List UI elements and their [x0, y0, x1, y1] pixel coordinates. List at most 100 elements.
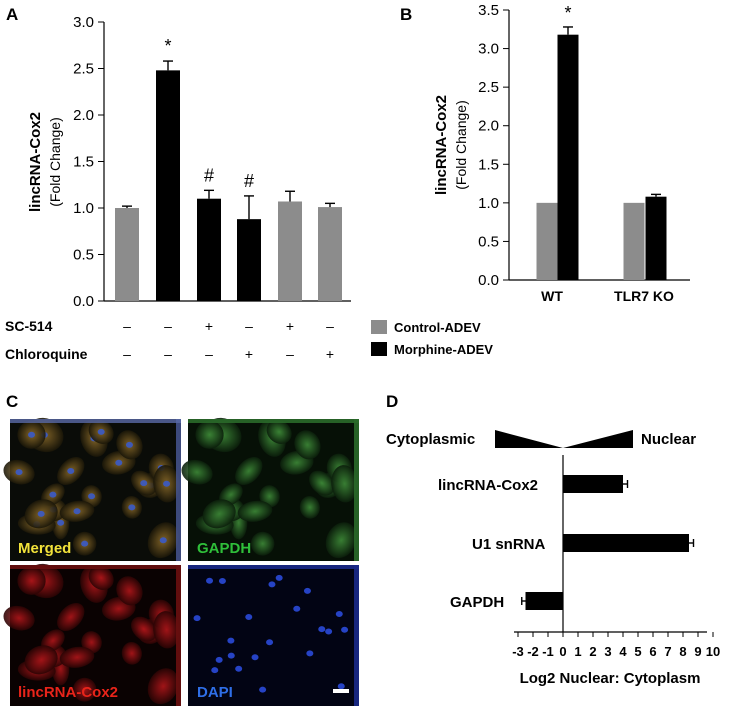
chart-d-xtick-label: 10 — [706, 644, 720, 659]
chart-d-xtick-label: 0 — [559, 644, 566, 659]
chart-a-significance-mark: * — [164, 36, 171, 56]
chart-d-category-lincrna: lincRNA-Cox2 — [438, 477, 538, 494]
nuclear-wedge — [563, 430, 633, 448]
chart-d-xtick-label: 4 — [619, 644, 627, 659]
legend-swatch-control — [371, 320, 387, 334]
condition-sign: – — [205, 346, 213, 362]
scale-bar — [333, 689, 349, 693]
condition-sign: – — [286, 346, 294, 362]
condition-label-sc514: SC-514 — [5, 318, 53, 334]
micro-label-gapdh: GAPDH — [197, 540, 251, 557]
chart-d-xtick-label: -1 — [542, 644, 554, 659]
chart-a-bar — [278, 201, 302, 301]
chart-b-ytick-label: 1.5 — [478, 156, 499, 173]
chart-b-category-wt: WT — [541, 288, 563, 304]
micro-label-merged: Merged — [18, 540, 71, 557]
panel-letter-b: B — [400, 5, 412, 24]
chart-a-bars: * # # — [115, 36, 342, 301]
chart-b-bar — [623, 202, 645, 280]
chart-b-ylabel-sub: (Fold Change) — [453, 100, 469, 190]
panel-letter-a: A — [6, 5, 18, 24]
chart-d: Cytoplasmic Nuclear -3 -2 -1 0 1 2 3 4 5 6 7 8 9 10 l… — [386, 430, 720, 687]
condition-label-chloroquine: Chloroquine — [5, 346, 88, 362]
treatment-condition-table: SC-514 Chloroquine – – + – + – – – – + – + — [5, 318, 334, 362]
chart-b-ytick-label: 2.0 — [478, 118, 499, 135]
chart-a-bar — [237, 219, 261, 301]
chart-d-bar — [563, 534, 689, 552]
legend: Control-ADEV Morphine-ADEV — [371, 320, 493, 357]
chart-b-bars: * — [536, 3, 667, 280]
chart-d-left-label: Cytoplasmic — [386, 431, 475, 448]
chart-a-ytick-label: 2.5 — [73, 61, 94, 78]
chart-b-ytick-label: 0.5 — [478, 233, 499, 250]
microscopy-panel: Merged GAPDH lincRNA-Cox2 DAPI — [3, 417, 359, 706]
chart-d-category-gapdh: GAPDH — [450, 594, 504, 611]
chart-b-y-ticks: 0.0 0.5 1.0 1.5 2.0 2.5 3.0 3.5 — [478, 2, 509, 289]
chart-b-bar — [536, 202, 558, 280]
micro-label-lincrna-cox2: lincRNA-Cox2 — [18, 684, 118, 701]
chart-a-ytick-label: 2.0 — [73, 107, 94, 124]
condition-sign: – — [164, 346, 172, 362]
chart-d-right-label: Nuclear — [641, 431, 696, 448]
chart-d-xtick-label: 1 — [574, 644, 581, 659]
condition-sign: – — [123, 346, 131, 362]
panel-letter-d: D — [386, 392, 398, 411]
legend-swatch-morphine — [371, 342, 387, 356]
condition-sign: – — [123, 318, 131, 334]
chart-d-xtick-label: 8 — [679, 644, 686, 659]
condition-sign: – — [326, 318, 334, 334]
chart-d-xtick-label: 2 — [589, 644, 596, 659]
micro-tile-gapdh: GAPDH — [181, 417, 359, 561]
condition-sign: – — [164, 318, 172, 334]
chart-a-ylabel-sub: (Fold Change) — [47, 117, 63, 207]
chart-a-ylabel: lincRNA-Cox2 — [27, 112, 44, 212]
cytoplasmic-wedge — [495, 430, 563, 448]
chart-d-x-ticks: -3 -2 -1 0 1 2 3 4 5 6 7 8 9 10 — [512, 632, 720, 659]
chart-b: lincRNA-Cox2 (Fold Change) 0.0 0.5 1.0 1.5 2… — [433, 2, 690, 304]
micro-label-dapi: DAPI — [197, 684, 233, 701]
panel-letter-c: C — [6, 392, 18, 411]
chart-a-y-ticks: 0.0 0.5 1.0 1.5 2.0 2.5 3.0 — [73, 14, 104, 310]
chart-a-significance-mark: # — [204, 165, 214, 185]
chart-b-ytick-label: 0.0 — [478, 272, 499, 289]
chart-b-ytick-label: 3.5 — [478, 2, 499, 19]
condition-sign: + — [245, 346, 253, 362]
chart-d-xlabel: Log2 Nuclear: Cytoplasm — [520, 670, 701, 687]
chart-a-bar — [115, 208, 139, 301]
legend-label-morphine: Morphine-ADEV — [394, 342, 493, 357]
chart-a-bar — [197, 198, 221, 301]
chart-d-xtick-label: -2 — [527, 644, 539, 659]
chart-d-bars — [521, 475, 695, 610]
chart-a-ytick-label: 0.0 — [73, 293, 94, 310]
chart-d-category-u1: U1 snRNA — [472, 536, 546, 553]
condition-sign: + — [286, 318, 294, 334]
chart-d-xtick-label: 6 — [649, 644, 656, 659]
chart-b-ylabel: lincRNA-Cox2 — [433, 95, 450, 195]
chart-d-xtick-label: 9 — [694, 644, 701, 659]
micro-tile-merged: Merged — [3, 417, 181, 561]
condition-sign: – — [245, 318, 253, 334]
condition-signs: – – + – + – – – – + – + — [123, 318, 334, 362]
chart-b-ytick-label: 1.0 — [478, 195, 499, 212]
chart-d-xtick-label: 7 — [664, 644, 671, 659]
micro-tile-dapi: DAPI — [188, 565, 359, 706]
condition-sign: + — [205, 318, 213, 334]
chart-b-ytick-label: 3.0 — [478, 41, 499, 58]
condition-sign: + — [326, 346, 334, 362]
chart-b-bar — [557, 34, 579, 280]
chart-a-significance-mark: # — [244, 171, 254, 191]
micro-tile-lincrna: lincRNA-Cox2 — [3, 563, 181, 706]
legend-label-control: Control-ADEV — [394, 320, 481, 335]
chart-d-bar — [525, 592, 563, 610]
chart-d-xtick-label: 5 — [634, 644, 641, 659]
chart-a-bar — [318, 207, 342, 301]
chart-b-ytick-label: 2.5 — [478, 79, 499, 96]
chart-d-xtick-label: 3 — [604, 644, 611, 659]
chart-d-bar — [563, 475, 623, 493]
chart-d-xtick-label: -3 — [512, 644, 524, 659]
chart-a-ytick-label: 1.5 — [73, 154, 94, 171]
chart-b-category-tlr7ko: TLR7 KO — [614, 288, 674, 304]
chart-a-ytick-label: 3.0 — [73, 14, 94, 31]
chart-a: lincRNA-Cox2 (Fold Change) 0.0 0.5 1.0 1.5 2… — [27, 14, 351, 310]
